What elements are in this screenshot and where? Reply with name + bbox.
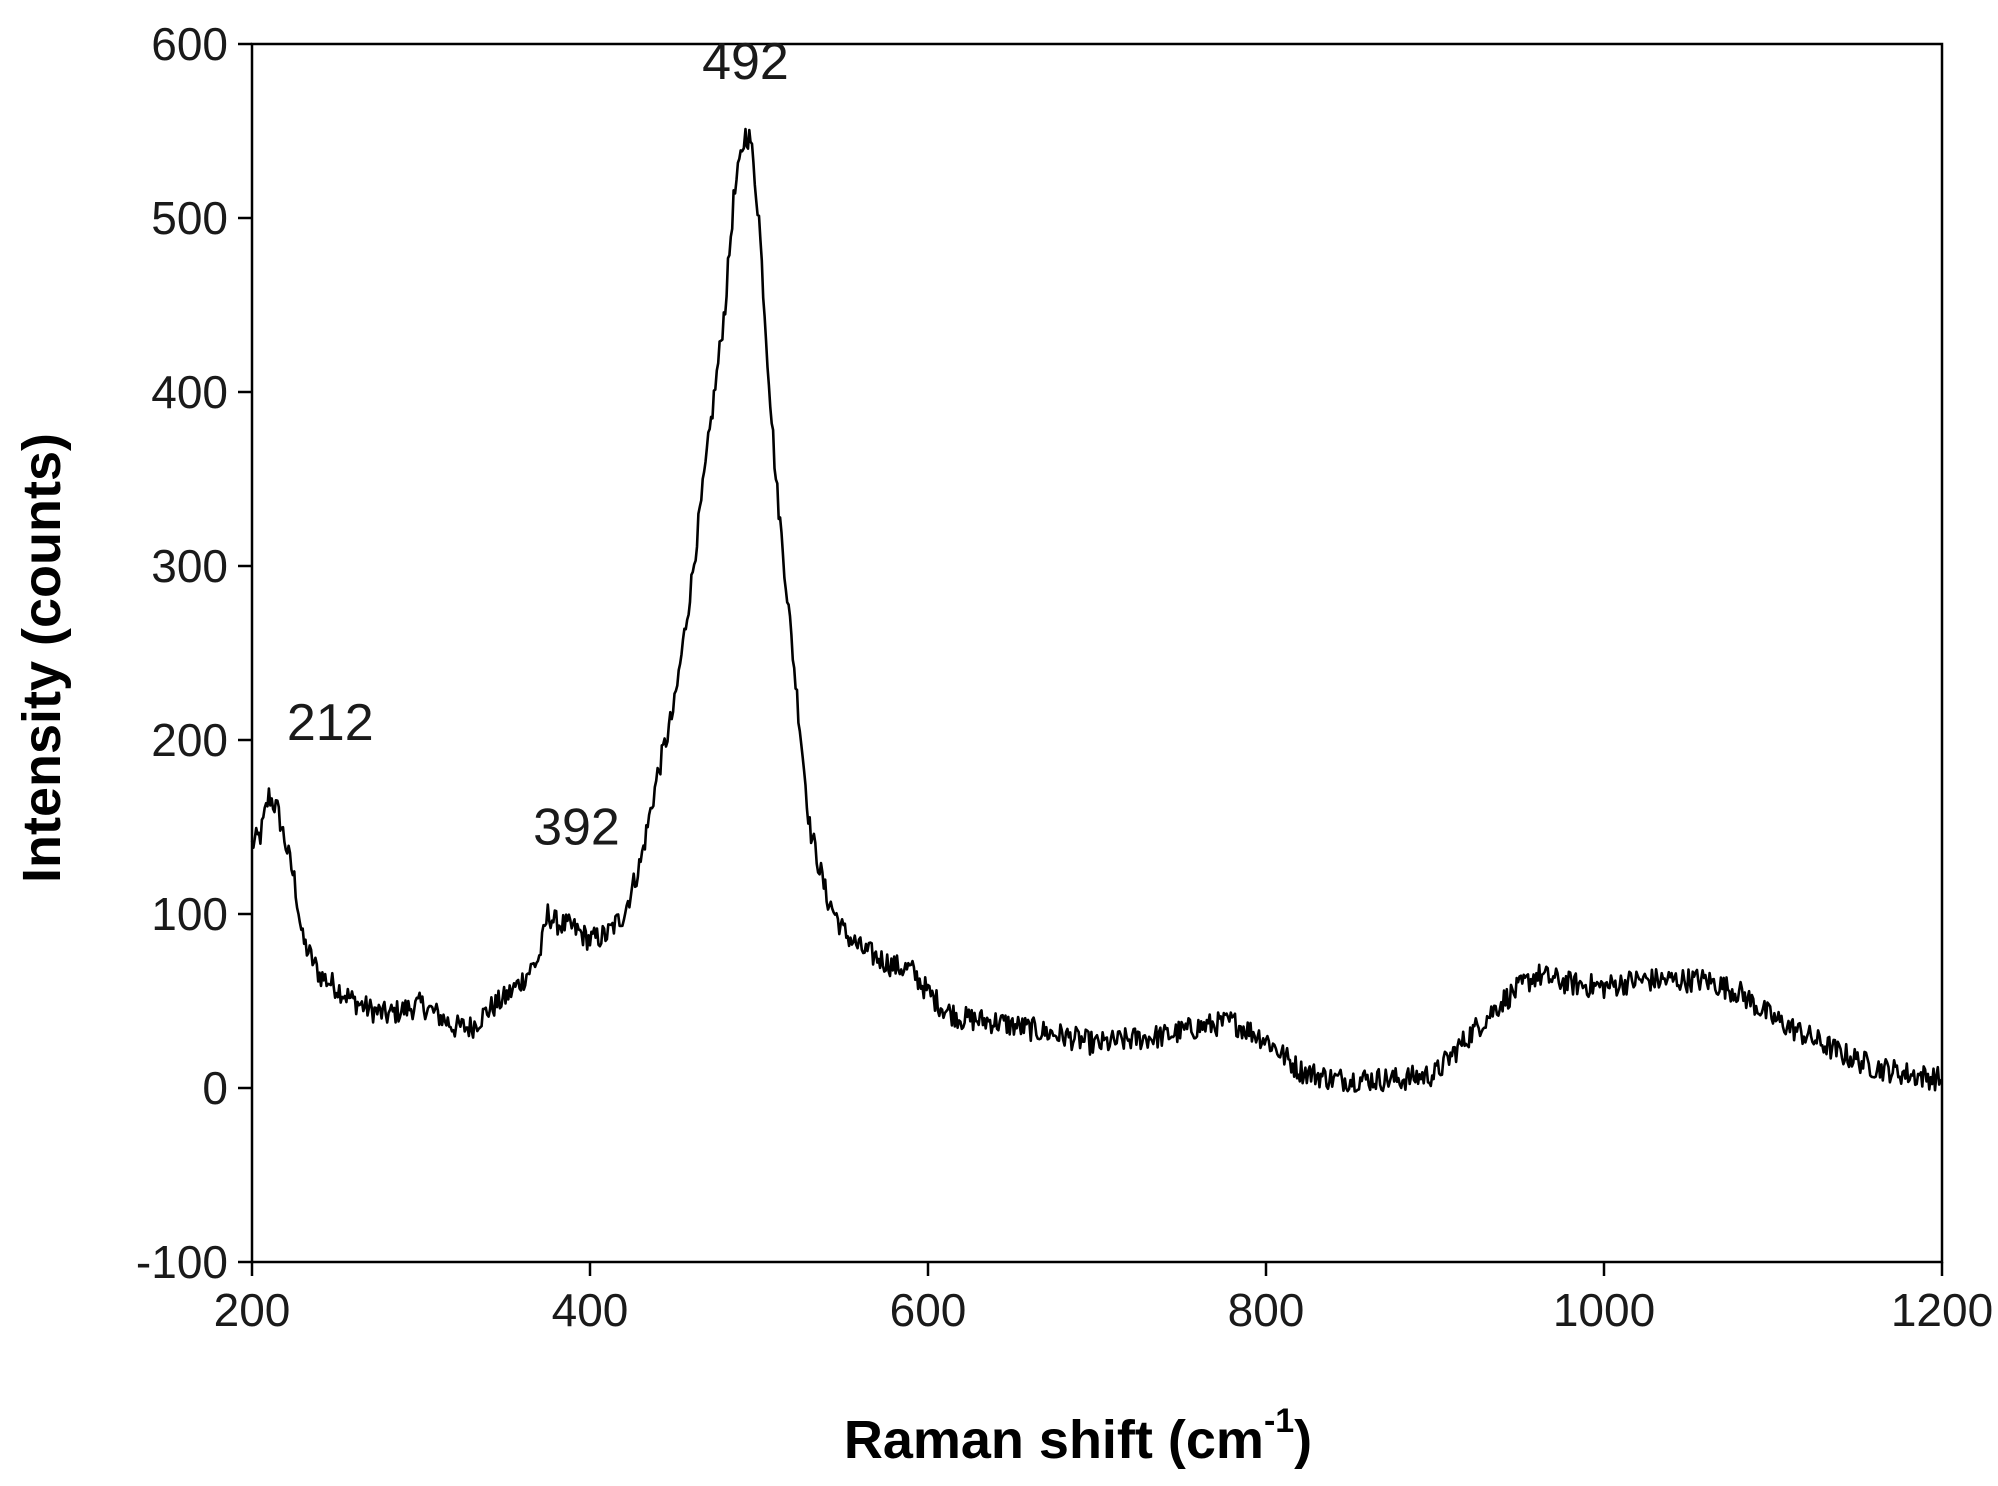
y-tick-label: 500 <box>151 192 228 244</box>
x-tick-label: 200 <box>214 1284 291 1336</box>
series-layer <box>250 127 1943 1093</box>
peak-label: 392 <box>533 798 620 856</box>
y-tick-label: 300 <box>151 540 228 592</box>
x-tick-label: 600 <box>890 1284 967 1336</box>
spectrum-line <box>250 127 1943 1093</box>
x-axis-title: Raman shift (cm-1) <box>844 1402 1312 1470</box>
annotations: 212 392 492 <box>287 33 789 857</box>
peak-label: 212 <box>287 694 374 752</box>
y-tick-label: 400 <box>151 366 228 418</box>
y-tick-label: 100 <box>151 888 228 940</box>
y-tick-label: 600 <box>151 18 228 70</box>
x-tick-label: 1200 <box>1891 1284 1993 1336</box>
x-tick-label: 800 <box>1228 1284 1305 1336</box>
y-tick-label: 0 <box>202 1062 228 1114</box>
plot-frame <box>250 42 1944 1264</box>
x-axis: 200 400 600 800 1000 1200 <box>214 1262 1993 1336</box>
y-axis: -100 0 100 200 300 400 500 600 <box>136 18 252 1288</box>
y-tick-label: 200 <box>151 714 228 766</box>
x-tick-label: 1000 <box>1553 1284 1655 1336</box>
y-tick-label: -100 <box>136 1236 228 1288</box>
peak-label: 492 <box>702 33 789 91</box>
plot-border <box>250 42 1944 1264</box>
x-tick-label: 400 <box>552 1284 629 1336</box>
y-axis-title: Intensity (counts) <box>12 433 72 883</box>
